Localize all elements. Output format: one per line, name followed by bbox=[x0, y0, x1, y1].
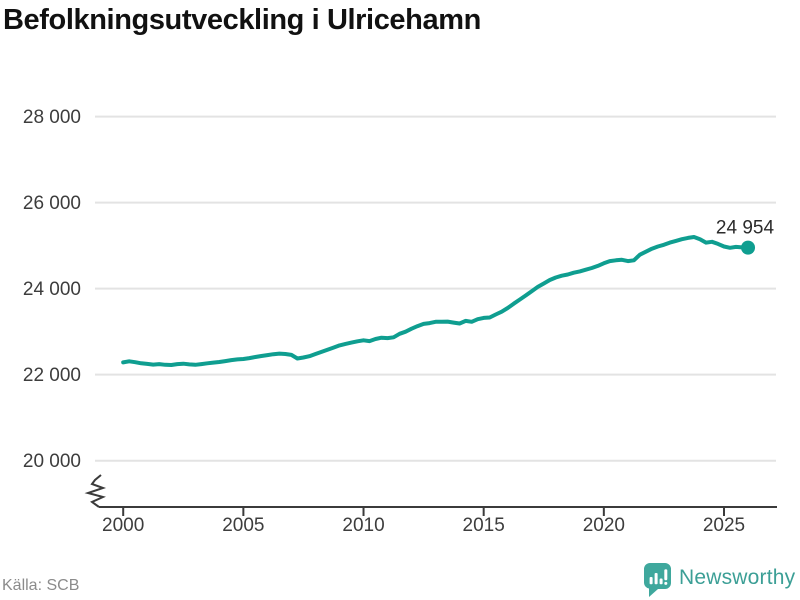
y-tick-label: 28 000 bbox=[23, 107, 81, 128]
x-tick-label: 2010 bbox=[342, 515, 384, 536]
newsworthy-logo[interactable]: Newsworthy bbox=[644, 563, 795, 598]
x-tick-label: 2015 bbox=[463, 515, 505, 536]
source-note: Källa: SCB bbox=[2, 577, 80, 594]
end-point-dot bbox=[741, 240, 756, 255]
y-tick-label: 26 000 bbox=[23, 193, 81, 214]
x-tick-label: 2000 bbox=[102, 515, 144, 536]
newsworthy-wordmark: Newsworthy bbox=[679, 566, 796, 589]
end-value-label: 24 954 bbox=[716, 218, 775, 239]
y-tick-label: 22 000 bbox=[23, 365, 81, 386]
bar-chart-glyph bbox=[649, 573, 663, 585]
y-tick-label: 20 000 bbox=[23, 451, 81, 472]
y-tick-label: 24 000 bbox=[23, 279, 81, 300]
x-tick-label: 2005 bbox=[222, 515, 264, 536]
x-tick-label: 2020 bbox=[583, 515, 625, 536]
newsworthy-icon bbox=[644, 563, 671, 597]
chart-title: Befolkningsutveckling i Ulricehamn bbox=[3, 4, 481, 36]
y-axis-break-icon bbox=[84, 474, 107, 508]
exclamation-glyph bbox=[664, 569, 668, 585]
population-series-line bbox=[121, 235, 750, 367]
x-tick-label: 2025 bbox=[703, 515, 745, 536]
